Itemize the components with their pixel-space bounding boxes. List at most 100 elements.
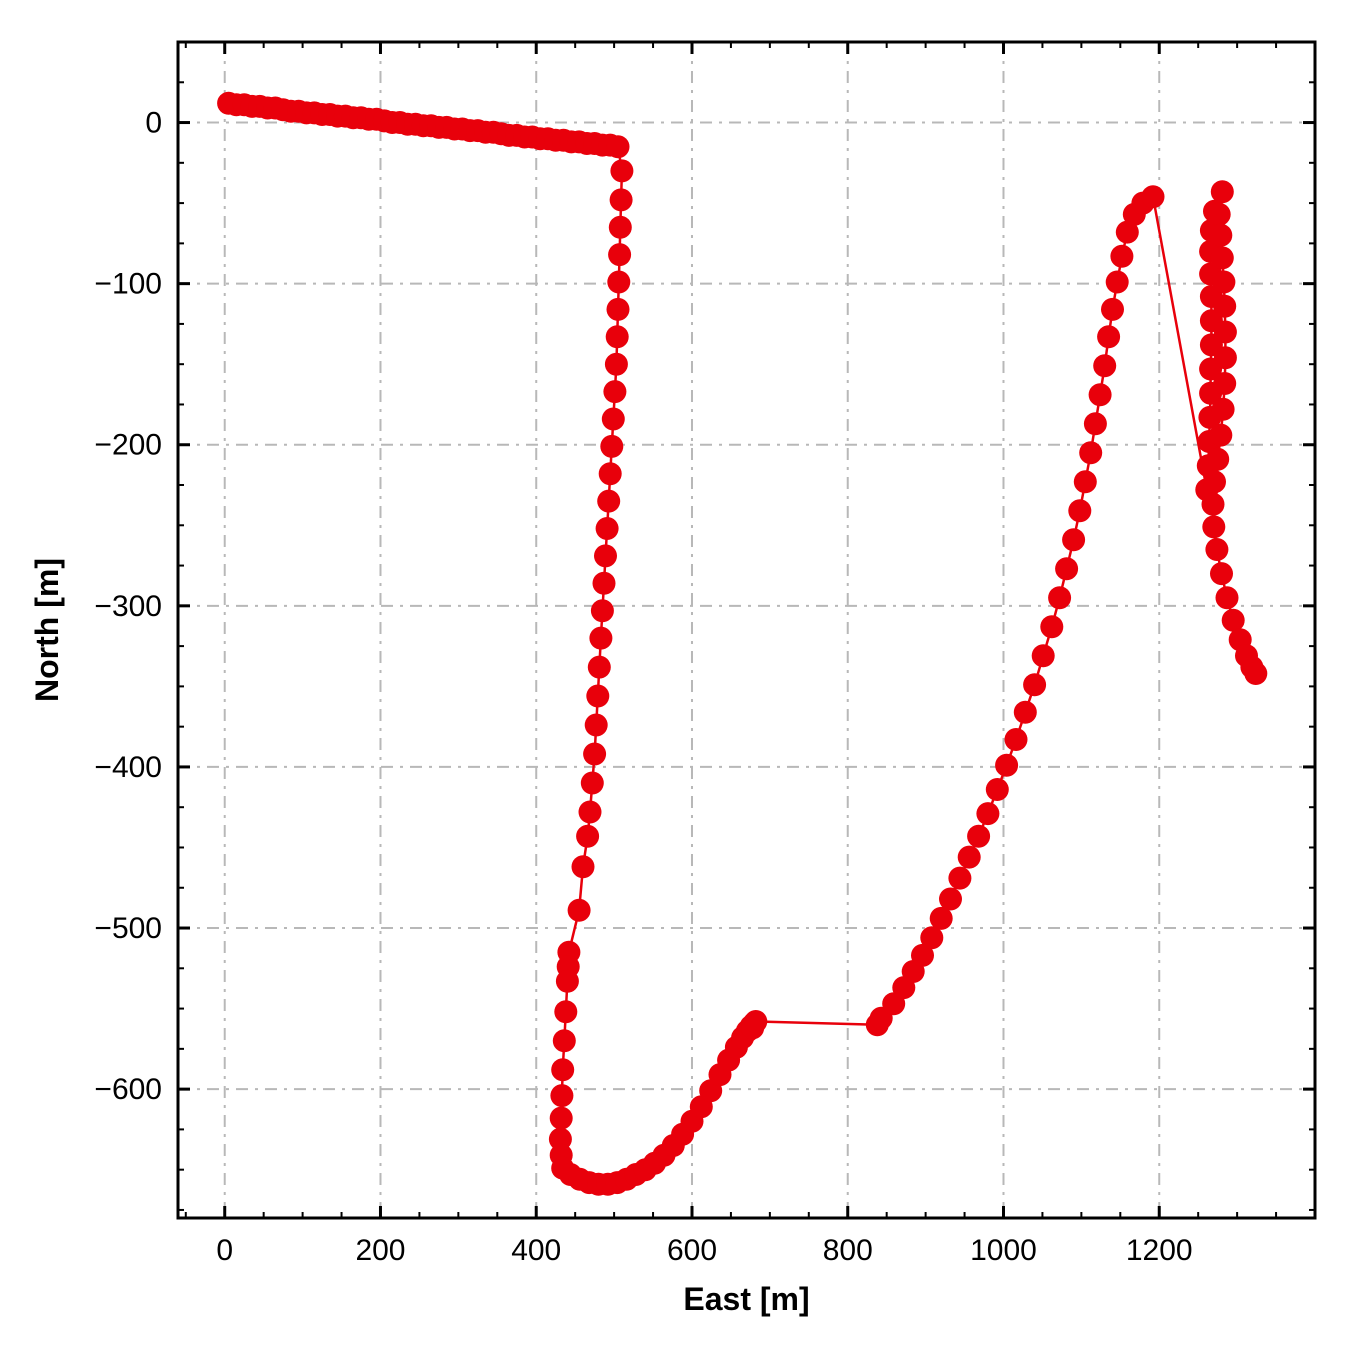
data-point-marker [1110,244,1134,268]
x-tick-label: 200 [355,1234,405,1267]
data-point-marker [1211,397,1235,421]
data-point-marker [1210,562,1233,586]
data-point-marker [604,352,628,376]
data-point-marker [929,906,953,930]
data-point-marker [608,215,632,239]
data-point-marker [911,943,934,967]
data-point-marker [597,489,621,513]
data-point-marker [1031,644,1055,668]
data-point-marker [549,1106,573,1130]
data-point-marker [1083,412,1107,436]
data-point-marker [1213,346,1237,370]
data-point-marker [1115,220,1139,244]
data-point-marker [1221,608,1245,632]
gridlines [178,42,1315,1218]
data-point-marker [976,802,1000,826]
data-point-marker [1212,270,1236,294]
data-point-marker [1244,662,1268,685]
x-tick-label: 800 [823,1234,873,1267]
data-point-marker [1079,441,1103,465]
data-point-marker [586,684,610,708]
data-point-marker [567,898,591,922]
data-point-marker [1206,447,1230,471]
data-point-marker [595,517,619,540]
y-axis-label: North [m] [29,558,65,702]
data-point-marker [1105,270,1129,294]
data-point-marker [957,845,981,869]
data-point-marker [589,626,613,650]
trajectory-markers [217,91,1268,1196]
tick-marks [178,41,1315,1218]
data-point-marker [1004,728,1028,751]
x-tick-label: 1200 [1126,1234,1193,1267]
data-point-marker [598,462,622,486]
y-tick-label: −300 [94,590,162,623]
data-point-marker [1210,246,1234,270]
data-point-marker [584,713,608,737]
data-point-marker [1023,673,1047,697]
data-point-marker [1209,423,1233,447]
data-point-marker [1040,615,1064,639]
data-point-marker [1202,515,1226,539]
data-point-marker [587,655,611,679]
x-tick-label: 600 [667,1234,717,1267]
data-point-marker [606,297,630,321]
data-point-marker [1201,492,1225,516]
data-point-marker [1048,586,1072,610]
y-tick-label: 0 [145,107,162,140]
data-point-marker [600,434,624,458]
data-point-marker [920,926,944,950]
data-point-marker [603,380,627,404]
data-point-marker [571,855,595,879]
tick-labels: 0 200 400 600 800 1000 1200 0 −100 −200 −300 −400 −5… [94,107,1192,1267]
data-point-marker [1055,557,1079,581]
data-point-marker [1101,297,1124,321]
data-point-marker [1213,320,1237,344]
data-point-marker [590,599,614,623]
x-tick-label: 0 [216,1234,233,1267]
data-point-marker [744,1010,768,1033]
data-point-marker [1073,470,1097,494]
data-point-marker [551,1058,575,1082]
data-point-marker [594,544,617,568]
data-point-marker [1213,294,1237,318]
x-tick-label: 400 [511,1234,561,1267]
data-point-marker [592,571,616,595]
data-point-marker [948,866,972,890]
data-point-marker [1210,180,1234,204]
data-point-marker [1141,185,1165,209]
data-point-marker [1097,325,1121,349]
plot-frame [176,40,1317,1220]
data-point-marker [985,778,1009,801]
data-point-marker [610,159,634,183]
data-point-marker [1203,470,1226,494]
y-tick-label: −100 [94,268,162,301]
data-point-marker [1213,372,1237,395]
data-point-marker [995,753,1019,777]
data-point-marker [606,135,630,159]
data-point-marker [580,771,604,795]
data-point-marker [1093,354,1117,378]
data-point-marker [554,1000,578,1024]
y-tick-label: −400 [94,751,162,784]
data-point-marker [939,887,962,911]
data-point-marker [583,742,607,766]
data-point-marker [1088,383,1112,407]
data-point-marker [552,1029,576,1053]
data-point-marker [608,243,632,267]
data-point-marker [609,188,633,212]
data-point-marker [1207,202,1231,226]
data-point-marker [1062,528,1086,552]
data-point-marker [1215,586,1239,610]
data-point-marker [576,824,600,848]
y-tick-label: −200 [94,429,162,462]
data-point-marker [607,270,631,294]
data-point-marker [1209,223,1233,247]
data-point-marker [1068,499,1092,523]
x-axis-label: East [m] [683,1281,809,1317]
data-point-marker [1013,700,1037,724]
data-point-marker [555,969,579,993]
data-point-marker [605,325,629,349]
